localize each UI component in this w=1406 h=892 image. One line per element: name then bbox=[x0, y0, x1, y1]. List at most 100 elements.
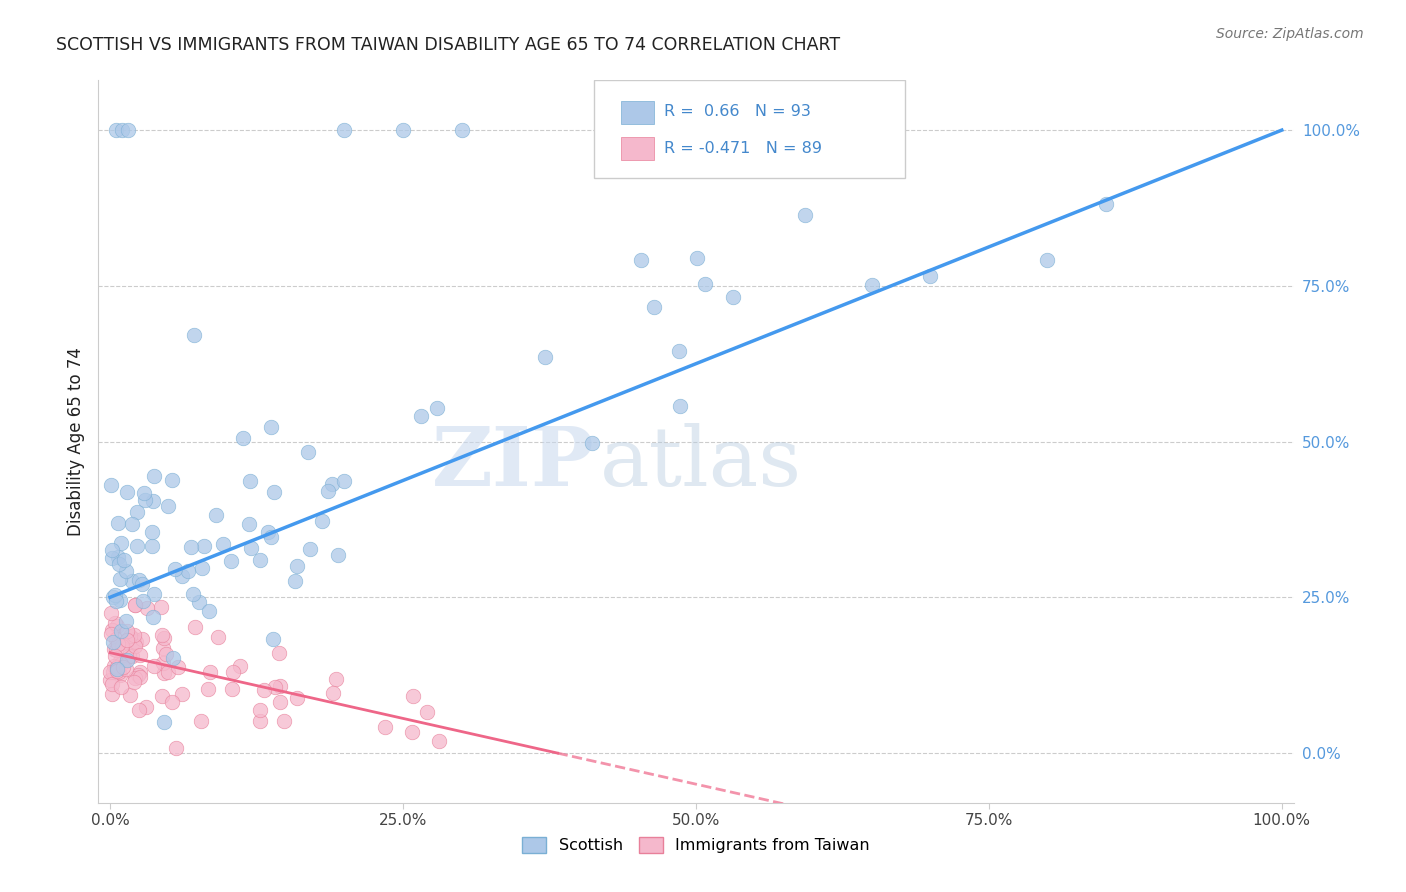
Point bbox=[238, 517, 260, 532]
Point bbox=[693, 277, 716, 291]
Point bbox=[142, 610, 165, 624]
Point bbox=[204, 508, 226, 523]
Point bbox=[153, 665, 176, 680]
Point bbox=[162, 651, 184, 665]
Point bbox=[450, 123, 472, 137]
Point bbox=[172, 569, 194, 583]
Point bbox=[188, 595, 211, 609]
Point bbox=[122, 632, 145, 647]
Point bbox=[427, 733, 450, 747]
Point bbox=[101, 551, 124, 566]
Point bbox=[103, 641, 125, 656]
Point bbox=[794, 208, 817, 222]
Point bbox=[920, 268, 942, 283]
Point bbox=[298, 541, 321, 556]
Point bbox=[150, 599, 173, 614]
Point bbox=[108, 665, 131, 679]
Point bbox=[1095, 196, 1118, 211]
Point bbox=[110, 657, 132, 671]
Point bbox=[219, 554, 242, 568]
Point bbox=[115, 662, 138, 676]
Point bbox=[326, 548, 349, 562]
Point bbox=[129, 648, 152, 662]
Point bbox=[253, 682, 276, 697]
Point bbox=[111, 639, 134, 653]
Point bbox=[156, 499, 179, 513]
Point bbox=[686, 252, 709, 266]
Point bbox=[155, 647, 177, 661]
Point bbox=[105, 632, 128, 646]
Point bbox=[284, 574, 307, 588]
Point bbox=[374, 720, 396, 734]
Point bbox=[263, 680, 285, 694]
Point bbox=[115, 485, 138, 500]
Point bbox=[108, 557, 131, 571]
Point bbox=[105, 594, 128, 608]
Point bbox=[269, 695, 291, 709]
Y-axis label: Disability Age 65 to 74: Disability Age 65 to 74 bbox=[66, 347, 84, 536]
Point bbox=[127, 668, 149, 682]
Point bbox=[132, 486, 155, 500]
Point bbox=[426, 401, 449, 415]
Point bbox=[721, 290, 744, 304]
Point bbox=[110, 536, 132, 550]
Point bbox=[122, 634, 145, 648]
Point bbox=[131, 632, 153, 646]
Point bbox=[181, 587, 204, 601]
Point bbox=[107, 637, 129, 651]
Point bbox=[198, 604, 221, 618]
Point bbox=[117, 636, 139, 650]
Point bbox=[104, 648, 127, 663]
Point bbox=[142, 493, 165, 508]
Point bbox=[127, 539, 149, 553]
Point bbox=[115, 614, 138, 628]
Point bbox=[103, 590, 125, 604]
Point bbox=[163, 562, 186, 576]
Point bbox=[105, 619, 128, 633]
Point bbox=[118, 649, 141, 664]
Point bbox=[131, 576, 153, 591]
Point bbox=[103, 659, 125, 673]
Text: atlas: atlas bbox=[600, 423, 803, 503]
Point bbox=[100, 627, 122, 641]
Point bbox=[165, 741, 187, 756]
Point bbox=[153, 715, 176, 730]
Point bbox=[129, 670, 152, 684]
Point bbox=[108, 592, 131, 607]
Point bbox=[260, 420, 283, 434]
Point bbox=[257, 524, 280, 539]
Point bbox=[100, 542, 122, 557]
Point bbox=[107, 549, 129, 564]
Point bbox=[416, 705, 439, 719]
Point bbox=[121, 649, 143, 664]
Point bbox=[124, 674, 146, 689]
Point bbox=[110, 624, 132, 639]
Point bbox=[121, 516, 143, 531]
Point bbox=[249, 714, 271, 728]
Point bbox=[172, 687, 194, 701]
Point bbox=[668, 400, 690, 414]
Point bbox=[118, 637, 141, 651]
Point bbox=[129, 665, 152, 679]
Point bbox=[160, 695, 183, 709]
Point bbox=[143, 468, 166, 483]
Point bbox=[534, 350, 557, 364]
Point bbox=[643, 300, 665, 314]
Point bbox=[232, 431, 254, 445]
Point bbox=[191, 561, 214, 575]
Point bbox=[630, 253, 652, 268]
Point bbox=[112, 552, 135, 566]
Point bbox=[316, 484, 339, 499]
Point bbox=[101, 635, 124, 649]
Point bbox=[134, 492, 156, 507]
Point bbox=[115, 624, 138, 638]
Point bbox=[105, 643, 128, 657]
Point bbox=[101, 665, 124, 679]
Point bbox=[150, 689, 173, 703]
Point bbox=[180, 540, 202, 554]
Point bbox=[122, 628, 145, 642]
Point bbox=[105, 662, 128, 676]
Point bbox=[166, 660, 188, 674]
Point bbox=[108, 667, 131, 681]
Point bbox=[285, 691, 308, 706]
